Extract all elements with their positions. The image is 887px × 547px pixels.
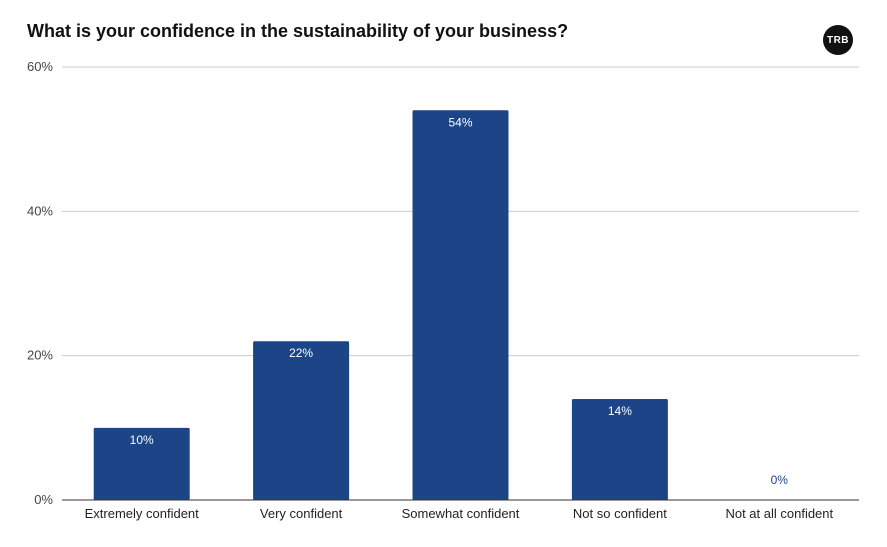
data-label: 54%: [448, 115, 472, 129]
data-label: 0%: [771, 473, 789, 487]
y-tick-label: 20%: [27, 348, 53, 363]
x-tick-label: Not so confident: [573, 506, 667, 521]
data-label: 22%: [289, 346, 313, 360]
data-label: 10%: [130, 433, 154, 447]
bar: [253, 341, 350, 500]
x-tick-label: Somewhat confident: [402, 506, 520, 521]
y-tick-label: 60%: [27, 59, 53, 74]
x-tick-label: Extremely confident: [85, 506, 200, 521]
chart-title: What is your confidence in the sustainab…: [27, 21, 569, 41]
x-tick-label: Very confident: [260, 506, 343, 521]
bar: [93, 427, 190, 500]
bar: [412, 110, 509, 501]
data-label: 14%: [608, 404, 632, 418]
bar: [571, 398, 668, 500]
trb-logo: TRB: [823, 25, 853, 55]
y-tick-label: 40%: [27, 203, 53, 218]
y-tick-label: 0%: [34, 492, 53, 507]
x-tick-label: Not at all confident: [725, 506, 833, 521]
